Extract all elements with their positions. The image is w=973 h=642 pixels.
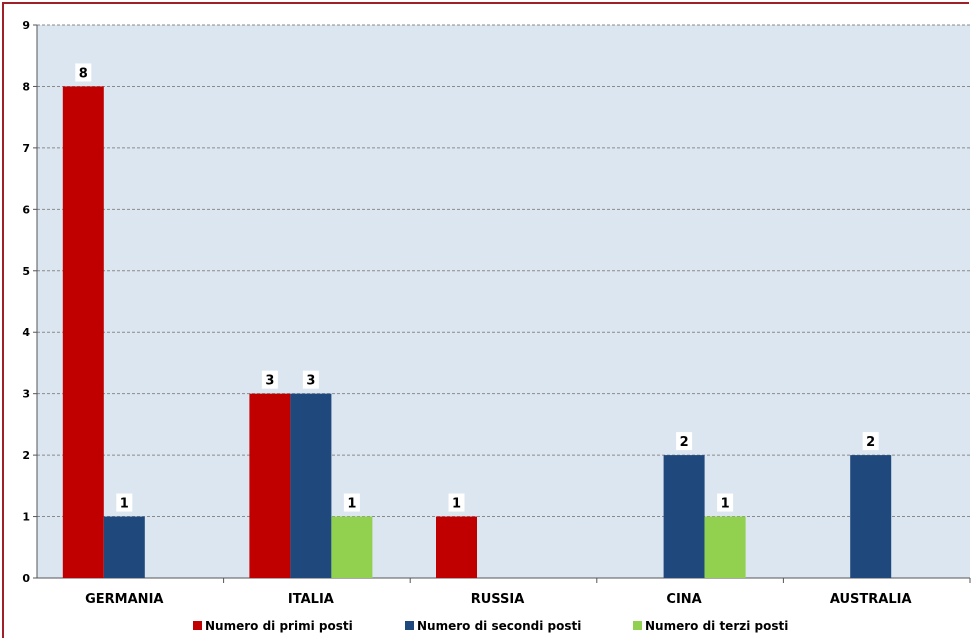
bar bbox=[436, 516, 477, 578]
y-tick-label: 4 bbox=[22, 326, 30, 339]
y-tick-label: 9 bbox=[22, 19, 30, 32]
bar bbox=[704, 516, 746, 578]
y-tick-label: 2 bbox=[22, 449, 30, 462]
data-label: 2 bbox=[680, 435, 689, 450]
bar bbox=[249, 393, 291, 578]
legend-swatch bbox=[633, 621, 642, 630]
y-tick-label: 8 bbox=[22, 80, 30, 93]
x-tick-label: GERMANIA bbox=[85, 592, 163, 607]
legend-label: Numero di terzi posti bbox=[645, 619, 788, 633]
data-label-box bbox=[116, 493, 133, 512]
plot-area bbox=[37, 25, 970, 578]
y-tick-label: 5 bbox=[22, 265, 30, 278]
y-tick-label: 1 bbox=[22, 511, 30, 524]
bar bbox=[290, 393, 332, 578]
bar bbox=[103, 516, 145, 578]
data-label-box bbox=[261, 370, 278, 389]
y-tick-label: 0 bbox=[22, 572, 30, 585]
data-label: 1 bbox=[120, 497, 129, 512]
data-label-box bbox=[676, 432, 693, 451]
legend-label: Numero di secondi posti bbox=[417, 619, 581, 633]
data-label: 1 bbox=[347, 497, 356, 512]
x-tick-label: ITALIA bbox=[288, 592, 334, 607]
data-label-box bbox=[343, 493, 360, 512]
legend-swatch bbox=[193, 621, 202, 630]
y-tick-label: 7 bbox=[22, 142, 30, 155]
bar bbox=[62, 86, 104, 578]
legend-swatch bbox=[405, 621, 414, 630]
data-label-box bbox=[862, 432, 879, 451]
data-label: 1 bbox=[452, 497, 461, 512]
data-label-box bbox=[717, 493, 734, 512]
legend-label: Numero di primi posti bbox=[205, 619, 353, 633]
bar bbox=[850, 455, 892, 578]
data-label-box bbox=[302, 370, 319, 389]
data-label: 3 bbox=[265, 374, 274, 389]
data-label-box bbox=[448, 493, 465, 512]
data-label: 3 bbox=[306, 374, 315, 389]
bar bbox=[331, 516, 373, 578]
bar bbox=[663, 455, 705, 578]
data-label: 1 bbox=[721, 497, 730, 512]
y-tick-label: 3 bbox=[22, 388, 30, 401]
x-tick-label: CINA bbox=[666, 592, 701, 607]
x-tick-label: RUSSIA bbox=[471, 592, 525, 607]
data-label-box bbox=[75, 63, 92, 82]
data-label: 8 bbox=[79, 66, 88, 81]
y-tick-label: 6 bbox=[22, 203, 30, 216]
data-label: 2 bbox=[866, 435, 875, 450]
x-tick-label: AUSTRALIA bbox=[830, 592, 912, 607]
